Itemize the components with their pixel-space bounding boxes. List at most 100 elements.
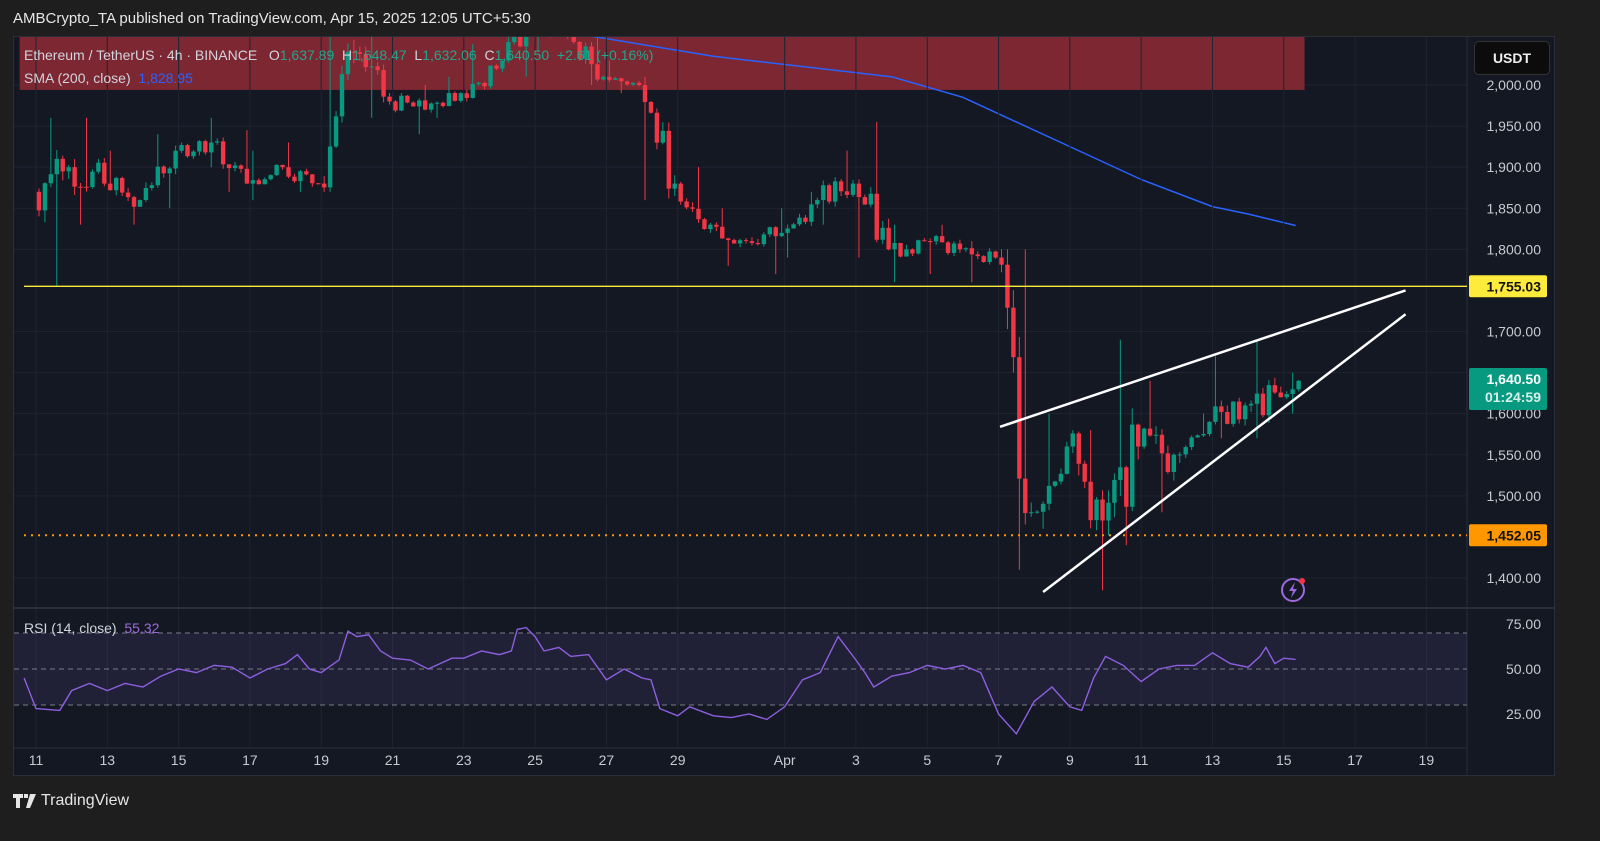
main-pane: [14, 15, 1467, 591]
x-tick-label: 17: [242, 752, 258, 768]
candle-body: [554, 28, 558, 33]
x-tick-label: 9: [1066, 752, 1074, 768]
candle-body: [155, 166, 161, 186]
rsi-legend[interactable]: RSI (14, close) 55.32: [24, 620, 159, 636]
candle-body: [696, 208, 701, 220]
lightning-alert-icon[interactable]: [1281, 578, 1305, 602]
candle-body: [838, 181, 844, 192]
candle-body: [1124, 467, 1129, 507]
candle-body: [910, 249, 915, 254]
candle-body: [1171, 454, 1177, 473]
support-price-label-bg: [1469, 524, 1547, 547]
candle-body: [1153, 434, 1159, 436]
candle-body: [84, 186, 89, 188]
candle-body: [1284, 394, 1289, 398]
candle-body: [1094, 499, 1099, 521]
price-tick-label: 1,900.00: [1487, 159, 1542, 175]
candle-body: [351, 51, 357, 53]
candle-body: [827, 185, 832, 202]
candle-body: [1076, 433, 1081, 464]
x-tick-label: 19: [313, 752, 329, 768]
candle-body: [904, 249, 909, 257]
candle-body: [1052, 481, 1058, 486]
candle-body: [179, 145, 184, 151]
candle-body: [1195, 435, 1200, 438]
candle-body: [393, 101, 398, 111]
candle-body: [536, 15, 540, 20]
candle-body: [1064, 446, 1070, 474]
candle-body: [601, 76, 606, 80]
candle-body: [494, 65, 499, 69]
candle-body: [1231, 401, 1236, 424]
candle-body: [167, 168, 172, 174]
candle-body: [571, 37, 576, 42]
low-value: 1,632.06: [422, 47, 477, 63]
candle-body: [969, 248, 975, 255]
price-tick-label: 1,800.00: [1487, 241, 1542, 257]
candle-body: [327, 146, 333, 188]
candle-body: [898, 243, 903, 257]
last-price-label-bg: [1469, 368, 1547, 410]
candle-body: [500, 60, 505, 69]
x-tick-label: 7: [995, 752, 1003, 768]
price-tick-label: 1,500.00: [1487, 488, 1542, 504]
close-label: C: [484, 47, 495, 63]
candle-body: [672, 183, 677, 189]
candle-body: [785, 228, 790, 233]
candle-body: [422, 100, 428, 110]
sma-line: [591, 37, 1296, 227]
candle-body: [226, 164, 232, 169]
candle-body: [458, 93, 464, 101]
candle-body: [304, 171, 309, 175]
candle-body: [963, 248, 969, 250]
candle-body: [815, 200, 820, 205]
candle-body: [316, 183, 321, 185]
sma-legend[interactable]: SMA (200, close) 1,828.95: [24, 70, 193, 86]
candle-body: [387, 96, 392, 102]
candle-body: [560, 28, 564, 32]
candle-body: [411, 102, 416, 107]
candle-body: [607, 76, 612, 80]
candle-body: [405, 95, 410, 103]
candle-body: [636, 82, 642, 85]
candle-body: [268, 175, 273, 180]
candle-body: [731, 240, 737, 244]
x-tick-label: 21: [385, 752, 401, 768]
rsi-label: RSI (14, close): [24, 620, 117, 636]
sma-label: SMA (200, close): [24, 70, 131, 86]
candle-body: [803, 217, 808, 222]
candle-body: [381, 70, 386, 97]
chart-frame[interactable]: [13, 36, 1555, 776]
x-tick-label: 15: [171, 752, 187, 768]
candle-body: [1135, 424, 1141, 447]
candle-body: [624, 81, 630, 85]
rsi-pane: [14, 626, 1467, 736]
tradingview-logo[interactable]: TradingView: [13, 792, 129, 810]
open-value: 1,637.89: [279, 47, 335, 63]
candle-body: [779, 232, 784, 237]
support-price-label: 1,452.05: [1487, 527, 1542, 543]
candle-body: [143, 188, 149, 201]
candle-body: [939, 236, 945, 243]
candle-body: [749, 241, 755, 244]
candle-body: [161, 166, 166, 174]
candle-body: [1266, 385, 1272, 416]
candle-body: [548, 21, 552, 34]
candle-body: [1213, 406, 1218, 422]
icon-bolt: [1289, 582, 1297, 598]
symbol-name[interactable]: Ethereum / TetherUS · 4h · BINANCE: [24, 47, 258, 63]
candle-body: [957, 243, 963, 250]
candle-body: [339, 74, 345, 117]
x-tick-label: Apr: [774, 752, 796, 768]
change-value: +2.61 (+0.16%): [556, 47, 654, 63]
price-tick-label: 1,950.00: [1487, 118, 1542, 134]
candle-body: [654, 112, 660, 143]
candle-body: [797, 217, 802, 225]
candle-body: [708, 224, 713, 230]
candle-body: [1177, 454, 1182, 456]
candle-body: [399, 95, 404, 111]
currency-button[interactable]: USDT: [1474, 41, 1550, 75]
candle-body: [862, 197, 868, 205]
candle-body: [613, 78, 618, 80]
